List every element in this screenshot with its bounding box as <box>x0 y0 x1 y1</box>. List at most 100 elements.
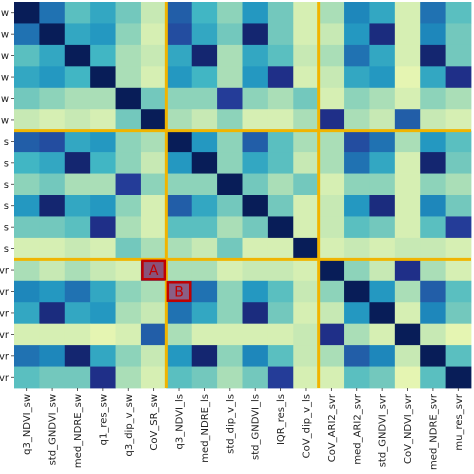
heatmap-cell <box>140 130 167 153</box>
heatmap-cell <box>64 195 91 217</box>
heatmap-cell <box>242 302 269 325</box>
heatmap-cell <box>242 130 269 153</box>
heatmap-cell <box>64 302 91 325</box>
heatmap-cell <box>369 173 396 196</box>
heatmap-cell <box>115 216 142 239</box>
x-tick-label: std_GNDVI_ls <box>251 394 262 460</box>
heatmap-cell <box>90 216 116 239</box>
heatmap-cell <box>115 280 142 303</box>
heatmap-cell <box>318 259 345 282</box>
heatmap-cell <box>369 237 396 260</box>
heatmap-cell <box>420 109 447 132</box>
heatmap-cell <box>90 259 116 282</box>
heatmap-cell <box>217 345 243 367</box>
heatmap-cell <box>217 366 243 389</box>
heatmap-cell <box>445 2 472 24</box>
x-tick-label: CoV_SR_sw <box>149 394 160 451</box>
heatmap-cell <box>39 323 66 346</box>
heatmap-cell <box>39 2 66 24</box>
heatmap-cell <box>420 216 447 239</box>
y-tick-label: s <box>4 201 9 212</box>
heatmap-cell <box>39 216 66 239</box>
heatmap-cell <box>217 66 243 89</box>
heatmap-cell <box>369 195 396 217</box>
x-tick-label: IQR_res_ls <box>276 394 287 445</box>
heatmap-cell <box>14 366 40 389</box>
x-tick-label: med_NDRE_sw <box>73 394 84 468</box>
heatmap-cell <box>90 44 116 67</box>
heatmap-cell <box>394 237 421 260</box>
heatmap-cell <box>242 109 269 132</box>
x-tick-label: q3_dip_v_sw <box>124 394 135 457</box>
heatmap-cell <box>166 259 193 282</box>
heatmap-cell <box>394 216 421 239</box>
heatmap-cell <box>166 87 193 110</box>
heatmap-cell <box>64 23 91 46</box>
heatmap-cell <box>420 366 447 389</box>
x-tick-label: std_GNDVI_sw <box>48 394 59 465</box>
heatmap-cell <box>369 66 396 89</box>
heatmap-cell <box>64 323 91 346</box>
heatmap-cell <box>115 259 142 282</box>
heatmap-cell <box>166 152 193 174</box>
heatmap-cell <box>293 23 320 46</box>
heatmap-cell <box>191 173 218 196</box>
heatmap-cell <box>90 2 116 24</box>
heatmap-cell <box>420 87 447 110</box>
heatmap-cell <box>318 237 345 260</box>
heatmap-cell <box>64 109 91 132</box>
heatmap-cell <box>318 23 345 46</box>
heatmap-cell <box>90 23 116 46</box>
heatmap-cell <box>394 23 421 46</box>
heatmap-cell <box>344 66 370 89</box>
heatmap-cell <box>115 152 142 174</box>
heatmap-cell <box>64 280 91 303</box>
heatmap-cell <box>242 366 269 389</box>
heatmap-cell <box>39 173 66 196</box>
heatmap-cell <box>115 323 142 346</box>
heatmap-cell <box>293 66 320 89</box>
heatmap-cell <box>140 109 167 132</box>
heatmap-cell <box>420 259 447 282</box>
heatmap-cell <box>191 366 218 389</box>
y-tick-label: s <box>4 137 9 148</box>
heatmap-cell <box>344 44 370 67</box>
heatmap-cell <box>344 237 370 260</box>
heatmap-cell <box>14 152 40 174</box>
heatmap-cell <box>14 109 40 132</box>
heatmap-cell <box>191 23 218 46</box>
heatmap-cell <box>115 366 142 389</box>
heatmap-cell <box>39 195 66 217</box>
heatmap-cell <box>267 23 294 46</box>
heatmap-cell <box>445 366 472 389</box>
heatmap-cell <box>318 280 345 303</box>
heatmap-cell <box>318 323 345 346</box>
heatmap-cell <box>14 87 40 110</box>
heatmap-cell <box>64 152 91 174</box>
x-tick-label: CoV_ARI2_svr <box>327 393 338 462</box>
heatmap-cell <box>242 280 269 303</box>
heatmap-cell <box>14 259 40 282</box>
heatmap-cell <box>369 323 396 346</box>
heatmap-cell <box>14 130 40 153</box>
heatmap-cell <box>191 109 218 132</box>
heatmap-cell <box>191 195 218 217</box>
heatmap-cell <box>293 109 320 132</box>
heatmap-cell <box>140 280 167 303</box>
heatmap-cell <box>242 345 269 367</box>
heatmap-cell <box>318 173 345 196</box>
heatmap-cell <box>344 323 370 346</box>
heatmap-cell <box>39 302 66 325</box>
heatmap-cell <box>344 130 370 153</box>
heatmap-cell <box>318 216 345 239</box>
heatmap-cell <box>115 302 142 325</box>
heatmap-cell <box>166 2 193 24</box>
y-tick-label: w <box>1 115 9 126</box>
heatmap-cell <box>445 280 472 303</box>
heatmap-cell <box>217 302 243 325</box>
heatmap-cell <box>217 152 243 174</box>
heatmap-cell <box>344 259 370 282</box>
heatmap-cell <box>293 280 320 303</box>
heatmap-cell <box>39 66 66 89</box>
